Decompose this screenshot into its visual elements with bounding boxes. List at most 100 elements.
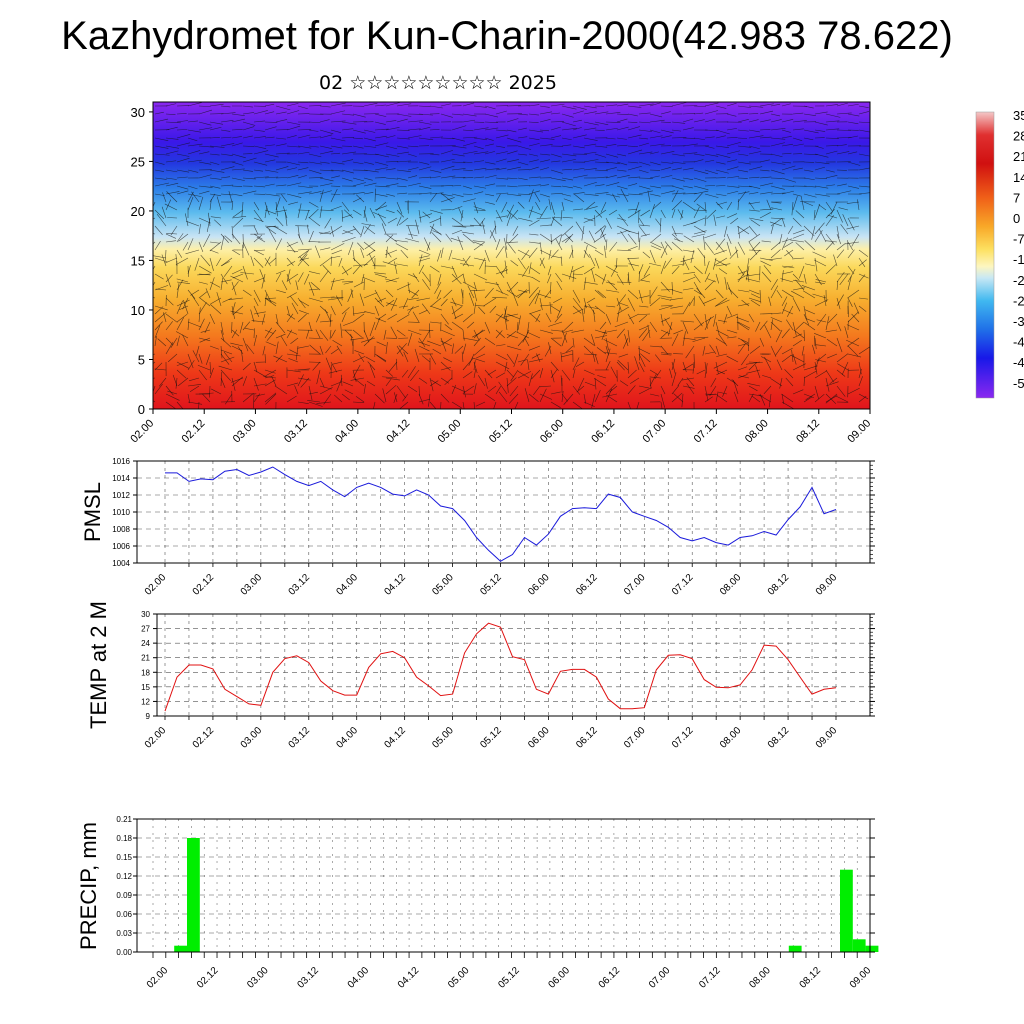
- wind-vector: [297, 345, 310, 349]
- wind-vector: [682, 321, 689, 334]
- wind-vector: [308, 401, 323, 407]
- wind-vector: [561, 353, 574, 358]
- wind-vector: [253, 383, 267, 387]
- wind-vector: [396, 314, 410, 323]
- wind-vector: [661, 352, 673, 355]
- wind-vector: [649, 321, 658, 333]
- precip-frame: [136, 818, 871, 953]
- wind-vector: [200, 254, 211, 267]
- wind-vector: [748, 297, 761, 302]
- wind-vector: [287, 273, 299, 282]
- wind-vector: [341, 307, 350, 315]
- wind-vector: [750, 219, 761, 227]
- wind-vector: [319, 177, 334, 182]
- wind-vector: [847, 337, 860, 347]
- wind-vector: [451, 384, 457, 395]
- wind-vector: [549, 301, 552, 315]
- wind-vector: [649, 102, 661, 107]
- wind-vector: [319, 345, 324, 355]
- wind-vector: [550, 103, 565, 107]
- wind-vector: [696, 369, 706, 375]
- wind-vector: [473, 105, 487, 108]
- wind-vector: [286, 135, 297, 139]
- wind-vector: [638, 361, 645, 373]
- wind-vector: [402, 393, 409, 402]
- wind-vector: [220, 372, 223, 387]
- wind-vector: [167, 353, 178, 363]
- wind-vector: [748, 192, 759, 195]
- wind-vector: [487, 385, 497, 393]
- wind-vector: [638, 385, 650, 389]
- wind-vector: [724, 225, 728, 238]
- wind-vector: [495, 281, 503, 294]
- wind-vector: [198, 223, 201, 235]
- wind-vector: [382, 376, 398, 379]
- wind-vector: [583, 168, 597, 171]
- wind-vector: [495, 239, 501, 251]
- wind-vector: [660, 111, 671, 115]
- wind-vector: [781, 401, 794, 409]
- wind-vector: [418, 249, 431, 255]
- wind-vector: [395, 243, 409, 251]
- wind-vector: [418, 264, 425, 275]
- pmsl-xtick-label: 07.12: [670, 572, 696, 598]
- wind-vector: [572, 127, 582, 131]
- wind-vector: [415, 219, 420, 235]
- wind-vector: [682, 193, 697, 195]
- wind-vector: [512, 225, 519, 236]
- wind-vector: [308, 201, 319, 208]
- wind-vector: [297, 377, 311, 381]
- colorbar-label: 7: [1013, 190, 1020, 205]
- wind-vector: [803, 169, 814, 172]
- wind-vector: [202, 393, 211, 403]
- wind-vector: [495, 110, 507, 115]
- wind-vector: [410, 369, 420, 382]
- temp-xtick-label: 02.12: [191, 725, 217, 751]
- wind-vector: [363, 129, 376, 133]
- wind-vector: [361, 223, 376, 227]
- wind-vector: [297, 145, 312, 149]
- precip-xtick-label: 06.00: [547, 965, 573, 991]
- wind-vector: [330, 205, 342, 211]
- wind-vector: [319, 257, 332, 267]
- wind-vector: [791, 201, 794, 216]
- wind-vector: [352, 401, 365, 403]
- wind-vector: [638, 121, 651, 124]
- wind-vector: [660, 175, 673, 179]
- wind-vector: [634, 201, 640, 214]
- pmsl-xtick-label: 04.12: [382, 572, 408, 598]
- wind-vector: [686, 377, 695, 387]
- wind-vector: [316, 369, 321, 385]
- wind-vector: [473, 145, 484, 150]
- wind-vector: [198, 265, 212, 274]
- wind-vector: [218, 365, 233, 371]
- wind-vector: [185, 249, 200, 255]
- wind-vector: [527, 359, 530, 371]
- pmsl-series-line: [165, 466, 837, 562]
- wind-vector: [429, 136, 443, 139]
- wind-vector: [693, 185, 709, 191]
- wind-vector: [836, 209, 843, 223]
- wind-vector: [418, 255, 430, 259]
- wind-vector: [228, 191, 233, 203]
- wind-vector: [308, 288, 319, 291]
- wind-vector: [295, 280, 299, 291]
- wind-vector: [341, 281, 353, 283]
- wind-vector: [154, 383, 163, 395]
- wind-vector: [562, 217, 574, 219]
- wind-vector: [547, 265, 552, 276]
- wind-vector: [198, 151, 210, 155]
- wind-vector: [737, 169, 749, 173]
- wind-vector: [473, 160, 485, 163]
- wind-vector: [550, 391, 561, 395]
- wind-vector: [761, 356, 772, 363]
- temp-xtick-label: 08.00: [718, 725, 744, 751]
- wind-vector: [407, 153, 417, 157]
- wind-vector: [715, 161, 726, 165]
- wind-vector: [506, 129, 517, 133]
- wind-vector: [182, 297, 189, 310]
- wind-vector: [691, 233, 706, 238]
- wind-vector: [385, 183, 399, 187]
- wind-vector: [411, 289, 420, 299]
- wind-vector: [604, 352, 618, 355]
